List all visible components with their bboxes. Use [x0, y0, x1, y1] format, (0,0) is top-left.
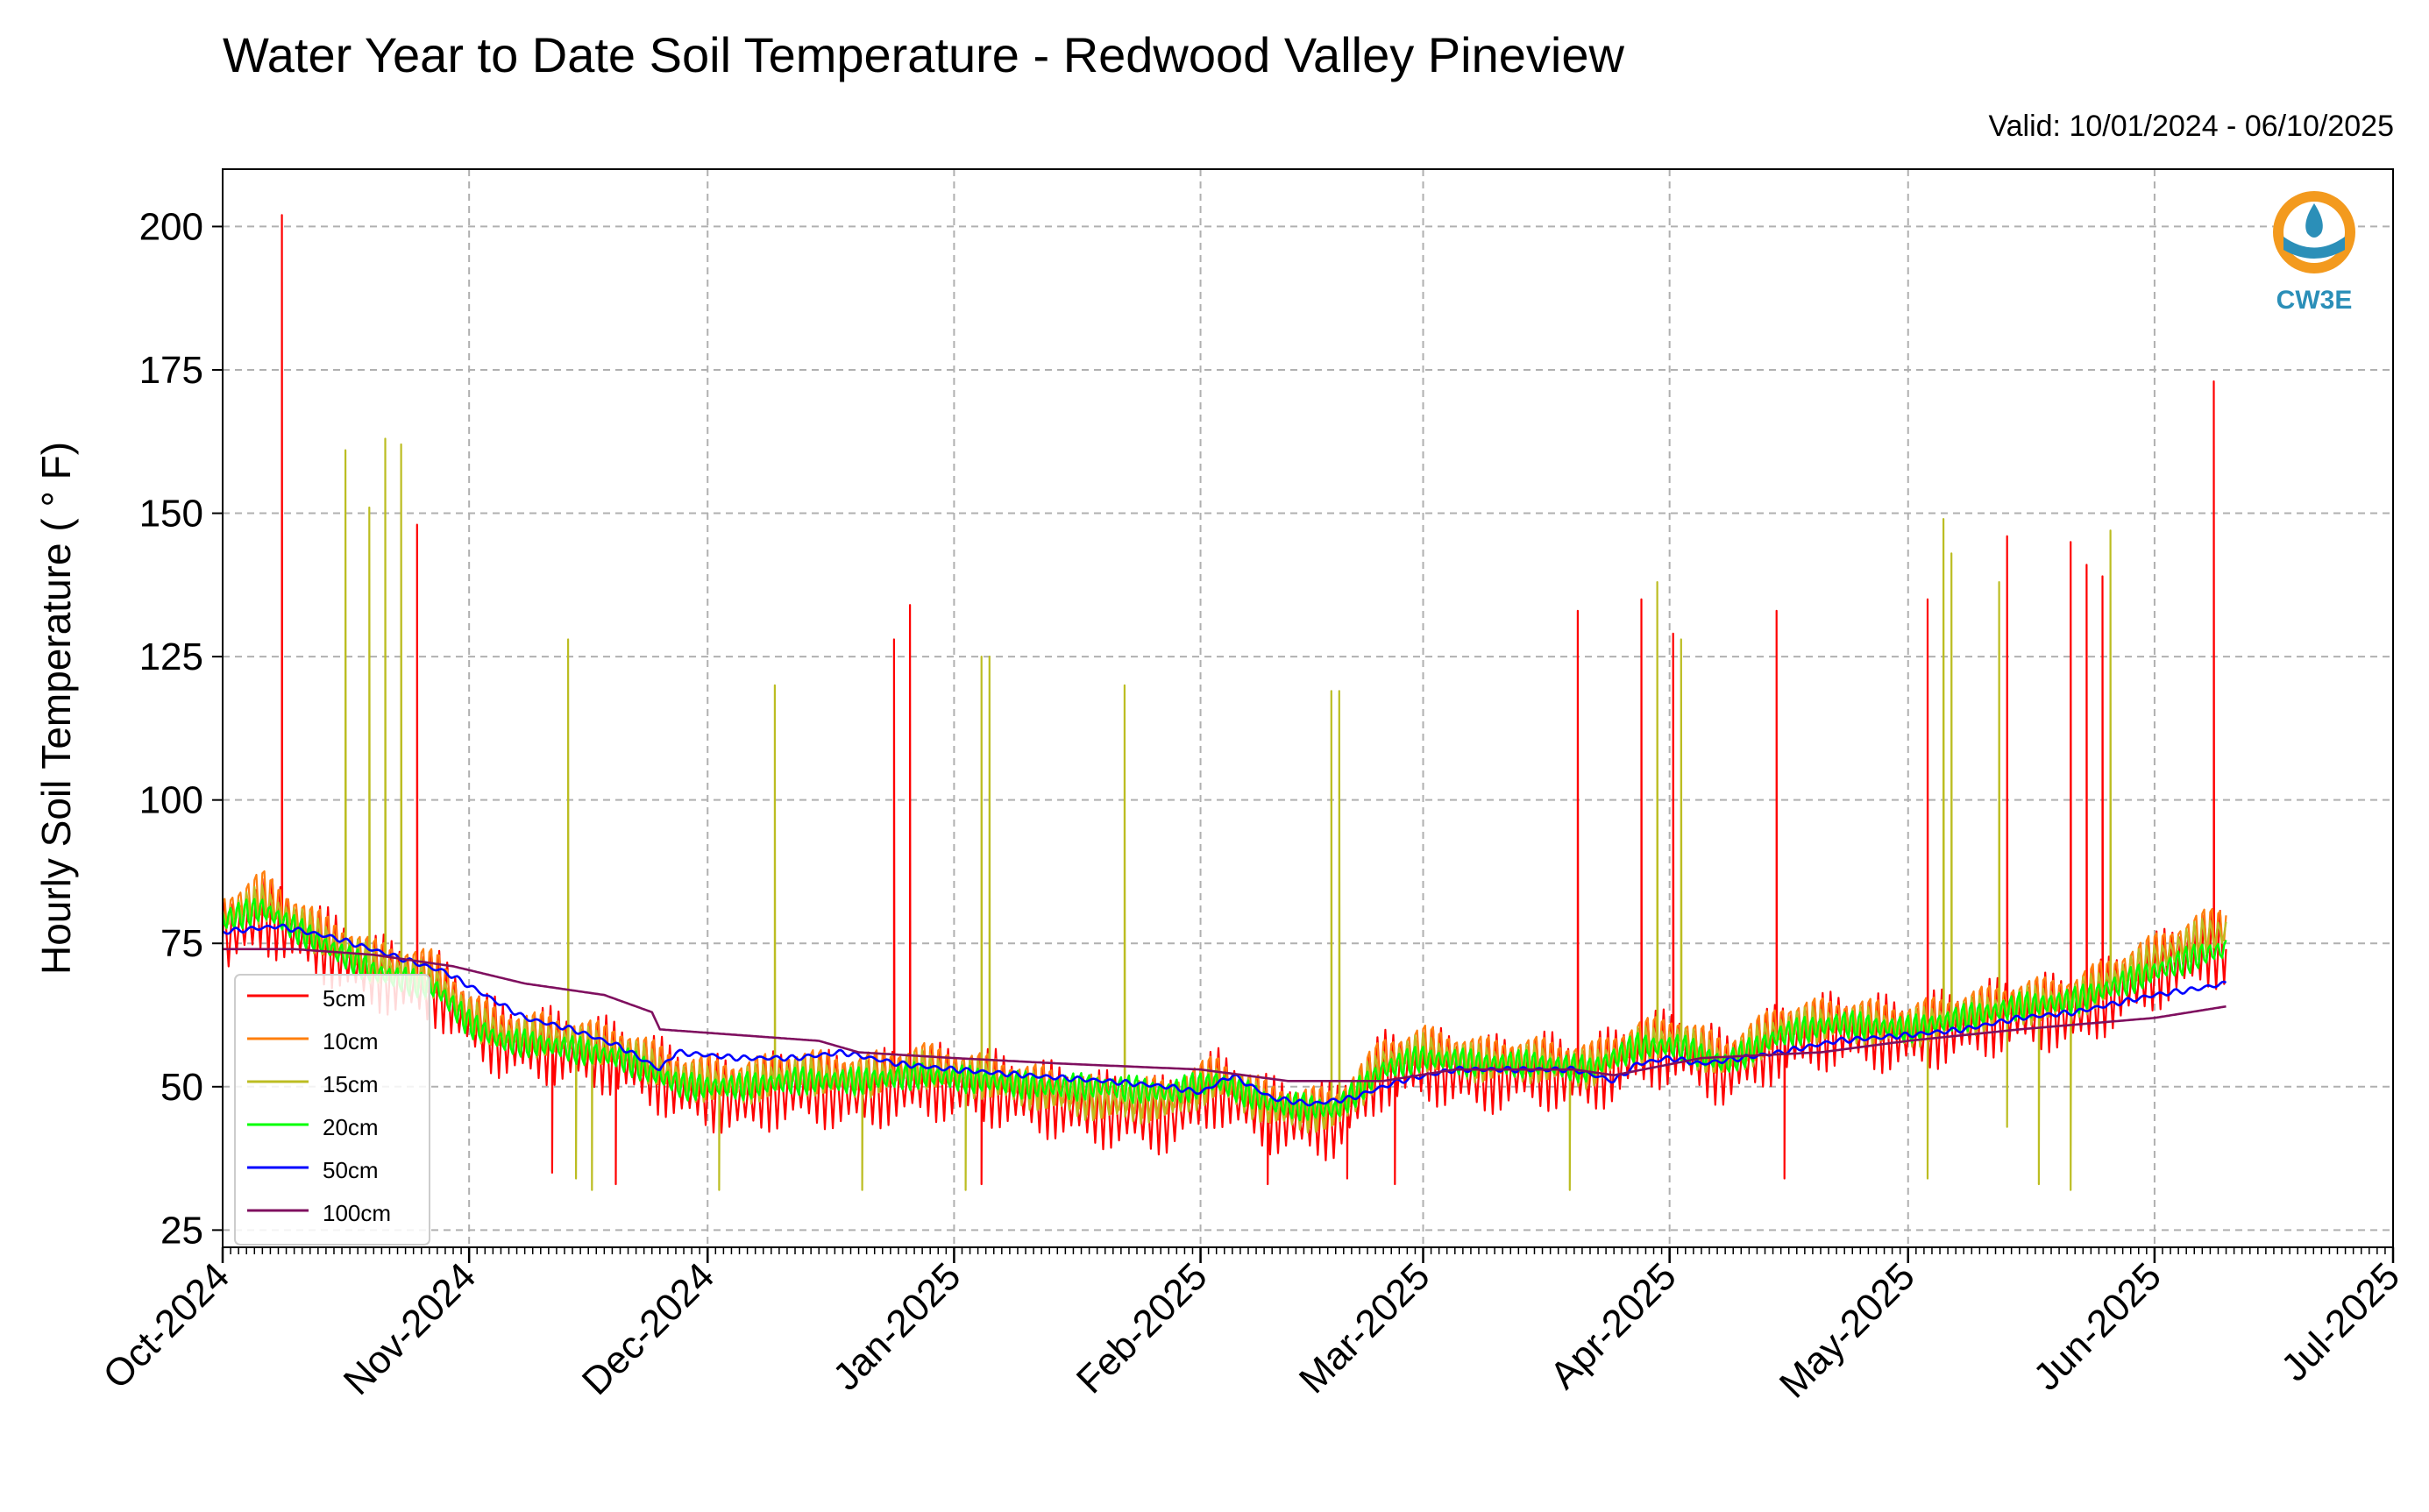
x-tick-label: Mar-2025	[1291, 1254, 1438, 1402]
logo-text: CW3E	[2276, 286, 2353, 315]
x-tick-label: Nov-2024	[336, 1254, 485, 1403]
legend-label-100cm: 100cm	[323, 1200, 391, 1226]
legend-label-15cm: 15cm	[323, 1071, 379, 1097]
x-tick-label: Dec-2024	[574, 1254, 723, 1403]
legend-label-20cm: 20cm	[323, 1114, 379, 1140]
legend-label-5cm: 5cm	[323, 985, 366, 1012]
y-tick-label: 75	[160, 922, 203, 965]
x-tick-label: Feb-2025	[1069, 1254, 1216, 1402]
y-tick-label: 50	[160, 1066, 203, 1109]
legend-label-50cm: 50cm	[323, 1157, 379, 1183]
plot-frame	[222, 168, 2394, 1248]
series-line-10cm	[222, 870, 2227, 1132]
x-tick-label: Jul-2025	[2273, 1254, 2408, 1389]
y-tick-label: 100	[139, 779, 203, 822]
y-tick-label: 125	[139, 635, 203, 678]
series-line-50cm	[222, 923, 2227, 1107]
x-tick-label: Oct-2024	[95, 1254, 238, 1397]
y-tick-label: 175	[139, 349, 203, 392]
legend-label-10cm: 10cm	[323, 1028, 379, 1054]
y-tick-label: 200	[139, 205, 203, 248]
y-tick-label: 25	[160, 1209, 203, 1252]
series-line-100cm	[223, 948, 2227, 1083]
logo-wave-icon	[2283, 237, 2345, 259]
series-line-20cm	[221, 898, 2227, 1122]
series-lines	[221, 214, 2227, 1191]
cw3e-logo: CW3E	[2273, 191, 2355, 315]
grid-lines	[222, 169, 2394, 1247]
axis-ticks: 25 50 75 100 125 150 175 200 Oct-2024 Nov-2024 Dec…	[95, 205, 2408, 1406]
y-tick-label: 150	[139, 493, 203, 536]
x-tick-label: May-2025	[1772, 1254, 1923, 1406]
chart-title: Water Year to Date Soil Temperature - Re…	[223, 27, 1624, 82]
x-tick-label: Apr-2025	[1542, 1254, 1685, 1397]
legend-box	[234, 974, 430, 1246]
y-axis-label: Hourly Soil Temperature ( ° F)	[33, 442, 79, 975]
water-drop-icon	[2305, 203, 2323, 238]
legend[interactable]: 5cm 10cm 15cm 20cm 50cm 100cm	[234, 974, 430, 1246]
x-tick-label: Jan-2025	[825, 1254, 969, 1398]
x-tick-label: Jun-2025	[2026, 1254, 2170, 1398]
valid-date-range: Valid: 10/01/2024 - 06/10/2025	[1988, 110, 2394, 143]
